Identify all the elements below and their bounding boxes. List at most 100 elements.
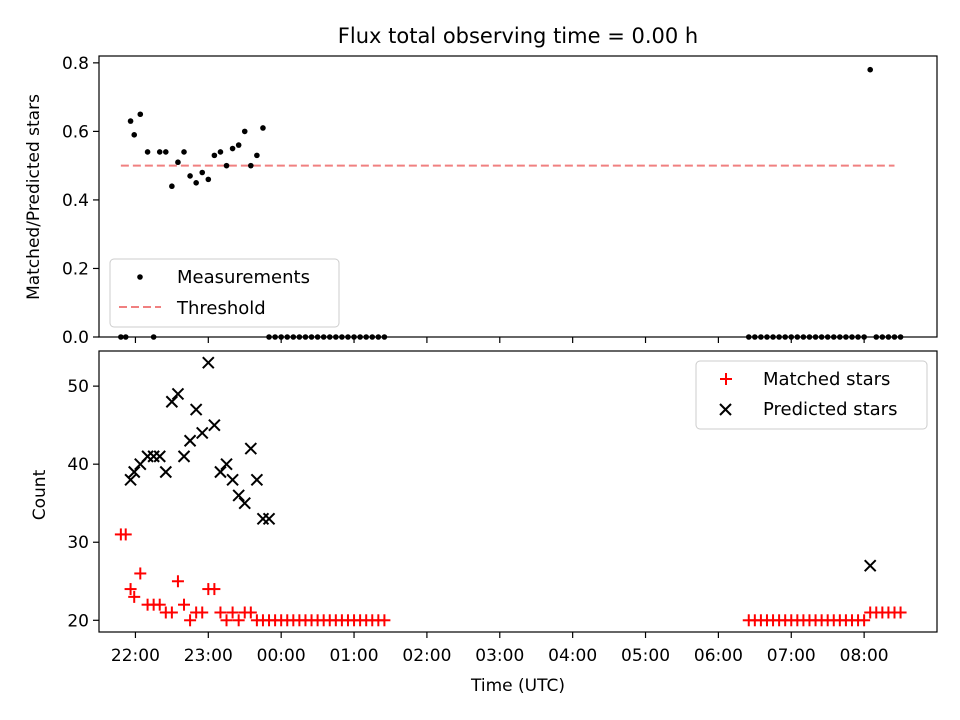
- bottom-panel: 20 30 40 50 22:00 23:00 00:00 01:00 02:00 03:00 0…: [30, 350, 938, 696]
- measurement-point: [260, 125, 266, 131]
- predicted-star-point: [262, 512, 276, 526]
- predicted-star-point: [244, 442, 258, 455]
- predicted-star-point: [128, 465, 141, 479]
- legend-threshold-label: Threshold: [176, 298, 266, 319]
- bottom-x-ticks: 22:00 23:00 00:00 01:00 02:00 03:00 04:00 05:00…: [111, 632, 889, 666]
- predicted-star-point: [238, 497, 251, 510]
- measurement-point: [241, 128, 248, 135]
- bottom-axes-frame: [98, 350, 938, 633]
- measurement-point: [181, 149, 187, 155]
- predicted-star-stroke-b: [214, 465, 227, 479]
- top-legend: Measurements Threshold: [109, 258, 340, 328]
- measurement-point: [169, 183, 175, 190]
- matched-star-point: [378, 614, 391, 627]
- predicted-star-stroke-b: [196, 426, 209, 440]
- predicted-star-point: [202, 356, 215, 369]
- predicted-star-stroke-b: [189, 403, 203, 416]
- measurement-point: [235, 142, 242, 148]
- bottom-y-tick-label: 20: [67, 611, 89, 631]
- measurement-point: [229, 145, 236, 152]
- predicted-star-stroke-b: [183, 434, 197, 447]
- predicted-star-point: [189, 403, 203, 416]
- legend-predicted-marker: [719, 403, 732, 416]
- legend-measurements-marker: [137, 274, 143, 280]
- bottom-legend: Matched stars Predicted stars: [695, 360, 928, 430]
- x-tick-label: 01:00: [330, 646, 379, 666]
- predicted-star-point: [124, 473, 137, 486]
- top-marks: [118, 66, 904, 340]
- top-y-tick-label: 0.4: [62, 191, 89, 211]
- measurement-point: [867, 66, 874, 73]
- matched-star-point: [184, 614, 197, 627]
- legend-matched-label: Matched stars: [763, 369, 890, 390]
- measurement-point: [199, 169, 206, 176]
- legend-matched-marker: [720, 373, 732, 385]
- measurement-point: [187, 173, 193, 179]
- predicted-star-stroke-b: [232, 489, 245, 502]
- predicted-star-stroke-b: [171, 387, 185, 401]
- measurement-point: [205, 176, 212, 183]
- top-y-tick-label: 0.6: [62, 122, 89, 142]
- bottom-marks: [114, 356, 907, 627]
- measurement-point: [162, 149, 169, 155]
- predicted-star-stroke-b: [202, 356, 215, 369]
- legend-measurements-label: Measurements: [177, 267, 310, 288]
- measurement-point: [248, 162, 254, 169]
- bottom-legend-box: [695, 360, 928, 430]
- predicted-star-stroke-b: [124, 473, 137, 486]
- matched-star-point: [178, 598, 191, 611]
- predicted-star-point: [177, 450, 191, 463]
- matched-star-point: [196, 606, 209, 619]
- top-panel: 0.00.20.40.60.8 Matched/Predicted stars …: [24, 54, 938, 348]
- matched-star-point: [171, 575, 184, 588]
- measurement-point: [144, 149, 151, 155]
- x-axis-label: Time (UTC): [470, 676, 565, 696]
- chart-title: Flux total observing time = 0.00 h: [338, 24, 698, 48]
- matched-star-point: [119, 528, 132, 541]
- matched-star-point: [208, 583, 221, 596]
- measurement-point: [156, 149, 163, 155]
- top-legend-box: [109, 258, 340, 328]
- predicted-star-point: [250, 473, 264, 486]
- matched-star-point: [858, 614, 871, 627]
- bottom-y-axis-label: Count: [30, 469, 50, 520]
- x-tick-label: 06:00: [694, 646, 743, 666]
- predicted-star-point: [208, 418, 221, 432]
- matched-star-point: [232, 614, 245, 627]
- x-tick-label: 00:00: [257, 646, 306, 666]
- predicted-star-stroke-b: [159, 465, 173, 479]
- matched-star-point: [220, 614, 233, 627]
- predicted-star-stroke-b: [153, 450, 166, 463]
- predicted-star-stroke-b: [226, 473, 239, 486]
- measurement-point: [211, 152, 218, 159]
- predicted-star-stroke-b: [244, 442, 258, 455]
- x-tick-label: 07:00: [767, 646, 816, 666]
- predicted-star-point: [232, 489, 245, 502]
- x-tick-label: 05:00: [621, 646, 670, 666]
- bottom-y-tick-label: 40: [67, 455, 89, 475]
- predicted-star-point: [214, 465, 227, 479]
- predicted-star-stroke-b: [220, 457, 233, 471]
- top-y-tick-label: 0.2: [62, 259, 89, 279]
- x-tick-label: 04:00: [548, 646, 597, 666]
- bottom-y-tick-label: 50: [67, 377, 89, 397]
- predicted-star-point: [863, 559, 877, 572]
- matched-star-point: [226, 606, 239, 619]
- predicted-star-stroke-b: [128, 465, 141, 479]
- x-tick-label: 02:00: [402, 646, 451, 666]
- predicted-star-point: [153, 450, 166, 463]
- predicted-star-point: [183, 434, 197, 447]
- matched-star-point: [894, 606, 907, 619]
- x-tick-label: 08:00: [840, 646, 889, 666]
- top-axes-frame: [98, 55, 938, 338]
- top-y-tick-label: 0.0: [62, 328, 89, 348]
- predicted-star-point: [165, 395, 179, 408]
- matched-star-point: [214, 606, 227, 619]
- matched-star-point: [153, 598, 166, 611]
- bottom-y-tick-label: 30: [67, 533, 89, 553]
- measurement-point: [223, 162, 230, 169]
- top-y-ticks: 0.0 0.2 0.4 0.6 0.8: [62, 54, 865, 348]
- measurement-point: [127, 118, 134, 124]
